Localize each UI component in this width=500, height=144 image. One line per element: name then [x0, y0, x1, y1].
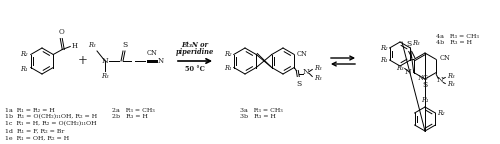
Text: CN: CN: [146, 49, 158, 57]
Text: R₃: R₃: [101, 72, 109, 80]
Text: 1d  R₁ = F, R₂ = Br: 1d R₁ = F, R₂ = Br: [5, 128, 64, 133]
Text: NC: NC: [418, 73, 428, 82]
Text: R₁: R₁: [380, 56, 388, 64]
Text: N: N: [102, 57, 108, 65]
Text: 1b  R₁ = O(CH₂)₁₁OH, R₂ = H: 1b R₁ = O(CH₂)₁₁OH, R₂ = H: [5, 114, 97, 120]
Text: +: +: [78, 54, 88, 68]
Text: N: N: [405, 69, 411, 76]
Text: R₂: R₂: [438, 109, 445, 117]
Text: R₁: R₁: [20, 65, 28, 73]
Text: piperidine: piperidine: [176, 48, 214, 56]
Text: 2a   R₃ = CH₃: 2a R₃ = CH₃: [112, 108, 155, 112]
Text: 4a   R₃ = CH₃: 4a R₃ = CH₃: [436, 34, 479, 38]
Text: 2b   R₃ = H: 2b R₃ = H: [112, 114, 148, 120]
Text: N: N: [303, 69, 310, 76]
Text: S: S: [422, 81, 428, 89]
Text: CN: CN: [296, 50, 307, 57]
Text: R₁: R₁: [224, 65, 232, 72]
Text: 3b   R₃ = H: 3b R₃ = H: [240, 114, 276, 120]
Text: 1e  R₁ = OH, R₂ = H: 1e R₁ = OH, R₂ = H: [5, 136, 69, 141]
Text: 4b   R₃ = H: 4b R₃ = H: [436, 40, 472, 46]
Text: R₂: R₂: [20, 50, 28, 58]
Text: Et₃N or: Et₃N or: [182, 41, 208, 49]
Text: R₃: R₃: [396, 64, 404, 72]
Text: R₃: R₃: [448, 72, 455, 80]
Text: R₂: R₂: [224, 50, 232, 57]
Text: S: S: [122, 41, 128, 49]
Text: 3a   R₃ = CH₃: 3a R₃ = CH₃: [240, 108, 283, 112]
Text: 50 °C: 50 °C: [185, 65, 205, 73]
Text: R₃: R₃: [88, 41, 96, 49]
Text: N: N: [158, 57, 164, 65]
Text: S: S: [296, 79, 302, 88]
Text: R₃: R₃: [448, 80, 455, 89]
Text: 1c  R₁ = H, R₂ = O(CH₂)₁₁OH: 1c R₁ = H, R₂ = O(CH₂)₁₁OH: [5, 121, 96, 127]
Text: R₂: R₂: [380, 44, 388, 52]
Text: R₃: R₃: [412, 39, 420, 47]
Text: 1a  R₁ = R₂ = H: 1a R₁ = R₂ = H: [5, 108, 55, 112]
Text: R₃: R₃: [314, 73, 322, 82]
Text: N: N: [437, 76, 444, 85]
Text: H: H: [72, 42, 78, 51]
Text: R₁: R₁: [421, 96, 429, 104]
Text: O: O: [58, 29, 64, 36]
Text: CN: CN: [440, 54, 450, 61]
Text: R₃: R₃: [314, 65, 322, 72]
Text: S: S: [406, 40, 411, 49]
